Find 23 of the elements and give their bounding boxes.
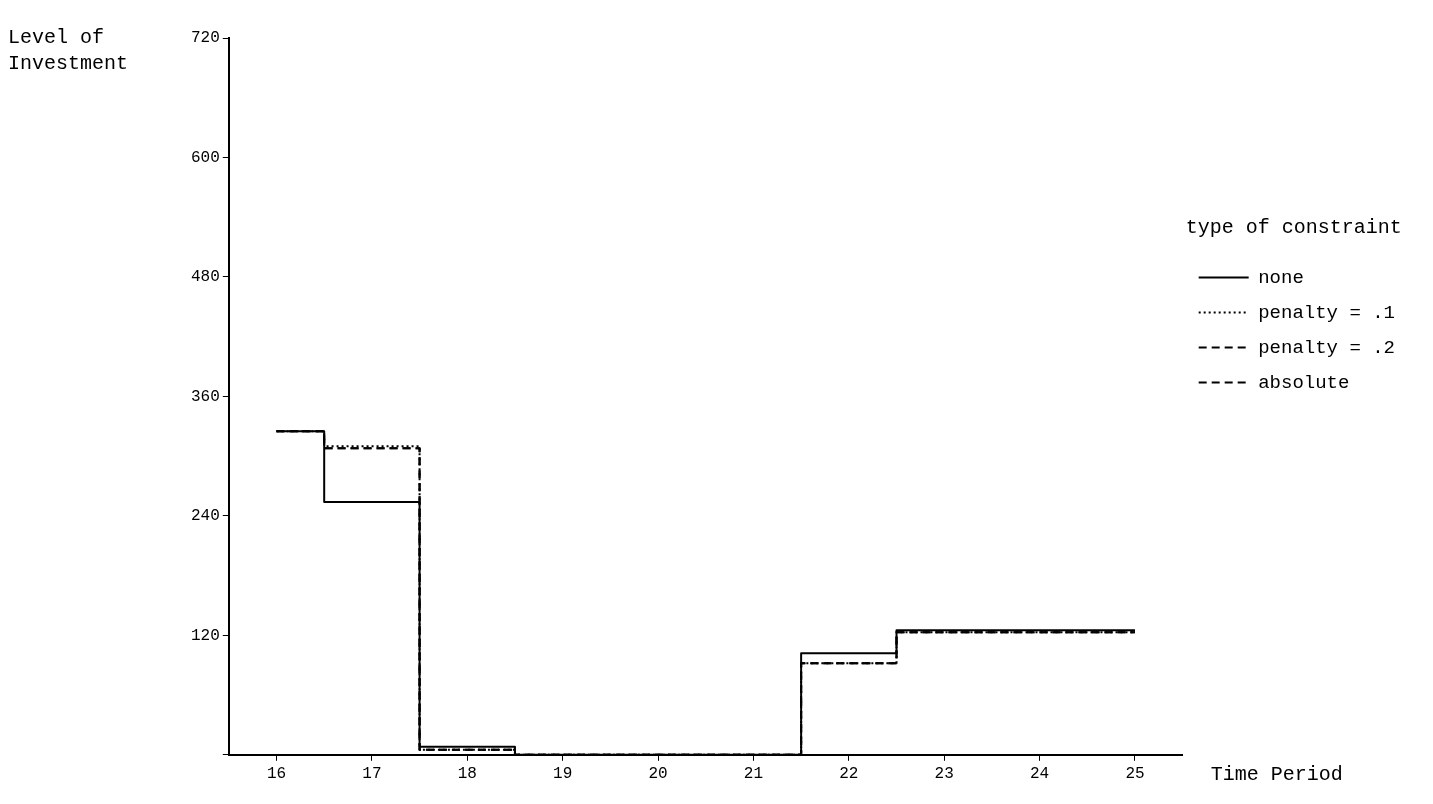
x-tick-label: 21 <box>743 764 764 783</box>
y-axis-title: Level of Investment <box>8 26 129 76</box>
y-tick-label: 480 <box>190 268 220 287</box>
y-tick-label: 360 <box>190 387 220 406</box>
y-tick-label: 720 <box>190 29 220 48</box>
x-tick-label: 16 <box>266 764 287 783</box>
x-tick-label: 23 <box>934 764 954 783</box>
x-tick-label: 25 <box>1125 764 1145 783</box>
legend-title: type of constraint <box>1185 216 1402 240</box>
y-tick-label: 600 <box>190 148 220 167</box>
y-tick-label: 240 <box>190 507 220 526</box>
legend-label: penalty = .1 <box>1258 301 1396 324</box>
legend-label: absolute <box>1258 371 1350 394</box>
x-tick-label: 18 <box>457 764 477 783</box>
y-tick-label: 120 <box>190 626 220 645</box>
legend-label: penalty = .2 <box>1258 336 1396 359</box>
legend-label: none <box>1258 266 1304 289</box>
x-tick-label: 20 <box>648 764 668 783</box>
x-tick-label: 24 <box>1030 764 1050 783</box>
x-axis-title: Time Period <box>1210 763 1343 787</box>
x-tick-label: 17 <box>362 764 382 783</box>
x-tick-label: 22 <box>839 764 859 783</box>
x-tick-label: 19 <box>553 764 573 783</box>
